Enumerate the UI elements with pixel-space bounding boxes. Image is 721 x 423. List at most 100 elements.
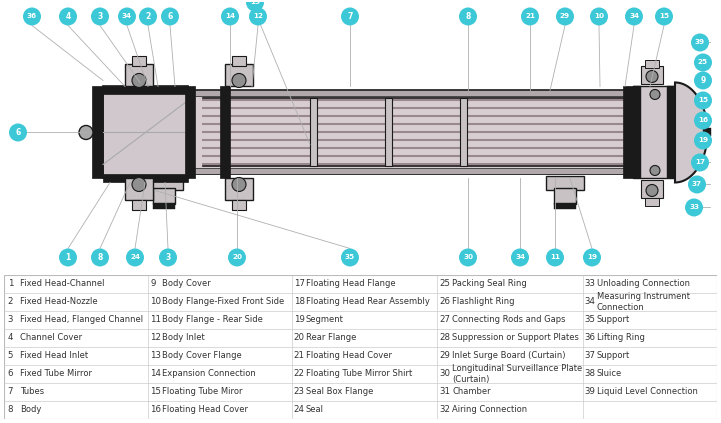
Text: 39: 39	[585, 387, 596, 396]
Text: Channel Cover: Channel Cover	[19, 333, 81, 342]
Text: 22: 22	[293, 369, 305, 378]
Bar	[125, 64, 153, 86]
Bar	[145, 176, 183, 190]
Text: Expansion Connection: Expansion Connection	[162, 369, 256, 378]
Text: 19: 19	[587, 255, 597, 261]
Circle shape	[91, 248, 109, 266]
Text: 5: 5	[8, 352, 13, 360]
Circle shape	[118, 8, 136, 25]
Text: 20: 20	[232, 255, 242, 261]
Bar	[667, 86, 675, 179]
Text: 27: 27	[439, 316, 451, 324]
Circle shape	[459, 8, 477, 25]
Circle shape	[646, 184, 658, 196]
Text: 10: 10	[150, 297, 162, 306]
Text: Seal: Seal	[306, 405, 324, 414]
Circle shape	[126, 248, 144, 266]
Text: Liquid Level Connection: Liquid Level Connection	[597, 387, 698, 396]
Text: 24: 24	[130, 255, 140, 261]
Text: 3: 3	[8, 316, 13, 324]
Text: 29: 29	[560, 14, 570, 19]
Text: 37: 37	[692, 181, 702, 187]
Circle shape	[694, 112, 712, 129]
Text: Floating Head Cover: Floating Head Cover	[162, 405, 248, 414]
Circle shape	[132, 178, 146, 192]
Text: Body Flange - Rear Side: Body Flange - Rear Side	[162, 316, 263, 324]
Text: 1: 1	[66, 253, 71, 262]
Bar	[641, 66, 663, 85]
Bar	[460, 99, 467, 167]
Bar	[310, 99, 317, 167]
Circle shape	[132, 74, 146, 88]
Text: 6: 6	[15, 128, 21, 137]
Text: Airing Connection: Airing Connection	[452, 405, 528, 414]
Bar	[385, 99, 392, 167]
Text: 7: 7	[8, 387, 13, 396]
Text: Body: Body	[19, 405, 41, 414]
Circle shape	[694, 53, 712, 71]
Circle shape	[139, 8, 157, 25]
Circle shape	[625, 8, 643, 25]
Text: Lifting Ring: Lifting Ring	[597, 333, 645, 342]
Bar	[220, 86, 230, 179]
Circle shape	[341, 248, 359, 266]
Circle shape	[646, 71, 658, 82]
Polygon shape	[675, 82, 707, 182]
Circle shape	[650, 90, 660, 99]
Text: Chamber: Chamber	[452, 387, 491, 396]
Text: 16: 16	[150, 405, 162, 414]
Text: 18: 18	[293, 297, 305, 306]
Text: Longitudinal Surveillance Plate
(Curtain): Longitudinal Surveillance Plate (Curtain…	[452, 364, 583, 384]
Circle shape	[91, 8, 109, 25]
Text: Sluice: Sluice	[597, 369, 622, 378]
Text: 13: 13	[150, 352, 162, 360]
Circle shape	[694, 132, 712, 149]
Text: 34: 34	[515, 255, 525, 261]
Text: 15: 15	[659, 14, 669, 19]
Text: 11: 11	[150, 316, 162, 324]
Circle shape	[691, 154, 709, 171]
Text: 8: 8	[97, 253, 102, 262]
Bar	[185, 168, 625, 174]
Circle shape	[694, 91, 712, 110]
Text: 28: 28	[439, 333, 451, 342]
Text: 15: 15	[150, 387, 162, 396]
Text: 7: 7	[348, 12, 353, 21]
Text: Rear Flange: Rear Flange	[306, 333, 356, 342]
Text: Fixed Head Inlet: Fixed Head Inlet	[19, 352, 88, 360]
Bar	[546, 176, 584, 190]
Bar	[185, 91, 625, 174]
Bar	[185, 86, 195, 179]
Text: 4: 4	[8, 333, 13, 342]
Bar	[633, 86, 641, 179]
Text: Seal Box Flange: Seal Box Flange	[306, 387, 373, 396]
Text: Fixed Head, Flanged Channel: Fixed Head, Flanged Channel	[19, 316, 143, 324]
Text: Fixed Tube Mirror: Fixed Tube Mirror	[19, 369, 92, 378]
Text: 12: 12	[253, 14, 263, 19]
Text: 35: 35	[345, 255, 355, 261]
Bar	[92, 86, 103, 179]
Bar	[103, 86, 188, 179]
Text: 11: 11	[550, 255, 560, 261]
Text: Tubes: Tubes	[19, 387, 44, 396]
Bar	[633, 86, 675, 179]
Bar	[132, 57, 146, 66]
Text: 37: 37	[585, 352, 596, 360]
Circle shape	[249, 8, 267, 25]
Text: 29: 29	[439, 352, 450, 360]
Text: 31: 31	[439, 387, 451, 396]
Text: Connecting Rods and Gaps: Connecting Rods and Gaps	[452, 316, 566, 324]
Circle shape	[23, 8, 41, 25]
Text: Unloading Connection: Unloading Connection	[597, 280, 690, 288]
Text: Body Flange-Fixed Front Side: Body Flange-Fixed Front Side	[162, 297, 285, 306]
Text: 34: 34	[122, 14, 132, 19]
Circle shape	[232, 178, 246, 192]
Text: 33: 33	[585, 280, 596, 288]
Bar	[232, 57, 246, 66]
Text: Packing Seal Ring: Packing Seal Ring	[452, 280, 527, 288]
Text: Floating Tube Miror: Floating Tube Miror	[162, 387, 243, 396]
Text: 19: 19	[250, 0, 260, 5]
Circle shape	[590, 8, 608, 25]
Text: Measuring Instrument
Connection: Measuring Instrument Connection	[597, 292, 690, 312]
Text: 8: 8	[465, 12, 471, 21]
